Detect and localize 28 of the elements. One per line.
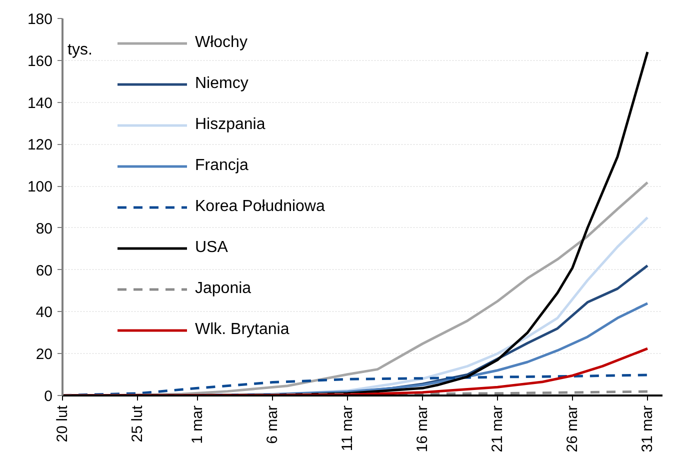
legend-label: USA [195, 238, 228, 258]
legend-label: Japonia [195, 279, 252, 299]
y-tick-label: 160 [27, 52, 53, 70]
x-tick-label: 21 mar [489, 405, 506, 452]
legend-label: Włochy [195, 33, 248, 53]
x-tick-label: 11 mar [339, 405, 356, 452]
legend-label: Hiszpania [195, 115, 266, 135]
y-tick-label: 0 [44, 388, 52, 405]
y-tick-label: 20 [36, 346, 53, 364]
x-tick-label: 1 mar [189, 405, 206, 444]
y-tick-label: 100 [27, 178, 53, 196]
x-tick-label: 16 mar [414, 405, 431, 452]
x-tick-label: 31 mar [639, 405, 656, 452]
x-tick-label: 6 mar [264, 405, 281, 444]
y-tick-label: 40 [36, 304, 53, 322]
legend-label: Wlk. Brytania [195, 320, 290, 340]
legend-label: Niemcy [195, 74, 248, 94]
x-tick-label: 20 lut [54, 404, 71, 442]
y-tick-label: 120 [27, 136, 53, 154]
y-axis-title: tys. [68, 42, 92, 58]
legend-label: Francja [195, 156, 248, 176]
legend-label: Korea Południowa [195, 197, 325, 217]
y-tick-label: 140 [27, 94, 53, 112]
x-tick-label: 26 mar [564, 405, 581, 452]
x-tick-label: 25 lut [129, 404, 146, 442]
y-tick-label: 60 [36, 262, 53, 280]
y-tick-label: 180 [27, 11, 53, 28]
y-tick-label: 80 [36, 220, 53, 238]
